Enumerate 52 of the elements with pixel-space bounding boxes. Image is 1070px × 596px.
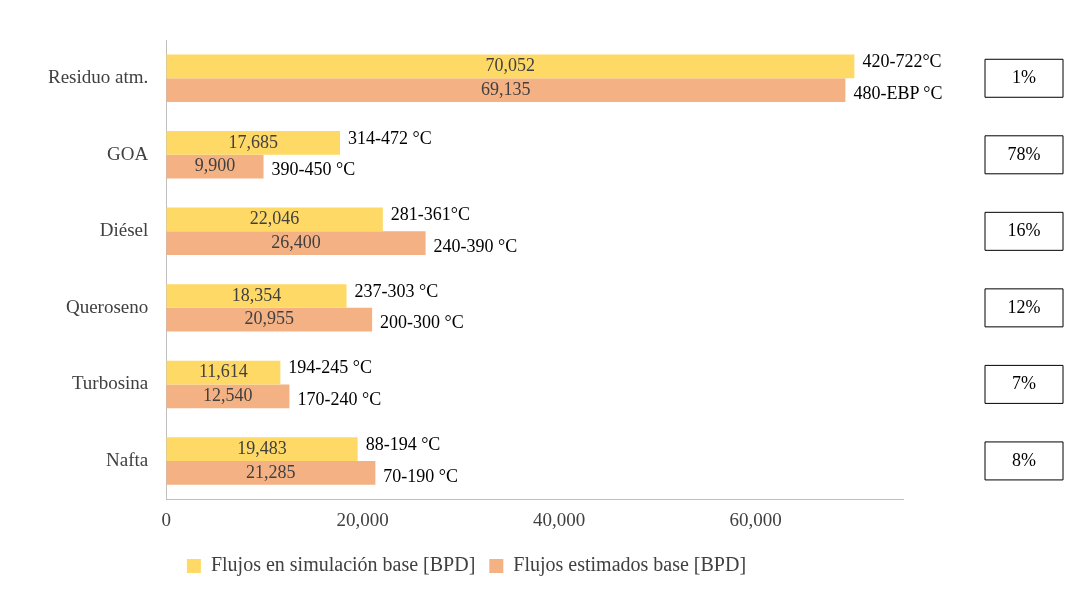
bar bbox=[166, 54, 855, 79]
text: 12% bbox=[1007, 296, 1041, 317]
y-tick-label: Queroseno bbox=[65, 295, 149, 317]
annotation: 281-361°C bbox=[390, 204, 471, 225]
text: 8% bbox=[1012, 449, 1036, 470]
text: 7% bbox=[1012, 373, 1036, 394]
bar bbox=[166, 207, 383, 232]
annotation: 170-240 °C bbox=[297, 389, 382, 409]
bar bbox=[166, 307, 373, 332]
data-label: 19,483 bbox=[237, 437, 287, 458]
y-tick-label: Nafta bbox=[106, 448, 149, 470]
bar bbox=[166, 78, 846, 102]
bar bbox=[166, 284, 347, 308]
text: 78% bbox=[1007, 143, 1041, 164]
y-tick-label: GOA bbox=[107, 142, 149, 164]
data-label: 18,354 bbox=[231, 284, 282, 305]
text: 1% bbox=[1012, 67, 1036, 87]
data-label: 26,400 bbox=[271, 231, 321, 252]
x-tick-label: 40,000 bbox=[533, 508, 586, 530]
x-tick-label: 60,000 bbox=[729, 508, 782, 530]
data-label: 20,955 bbox=[244, 308, 294, 329]
bar bbox=[166, 437, 358, 461]
annotation: 240-390 °C bbox=[433, 235, 518, 256]
legend-label: Flujos estimados base [BPD] bbox=[513, 553, 747, 577]
annotation: 314-472 °C bbox=[347, 127, 432, 148]
data-label: 21,285 bbox=[246, 461, 296, 482]
y-tick-label: Diésel bbox=[99, 219, 149, 241]
data-label: 11,614 bbox=[198, 361, 248, 382]
annotation: 88-194 °C bbox=[365, 433, 441, 454]
y-tick-label: Residuo atm. bbox=[47, 66, 149, 88]
bar bbox=[166, 131, 340, 155]
data-label: 69,135 bbox=[481, 78, 531, 99]
data-label: 9,900 bbox=[194, 155, 236, 176]
data-label: 17,685 bbox=[228, 131, 278, 152]
x-tick-label: 20,000 bbox=[336, 508, 389, 530]
annotation: 200-300 °C bbox=[380, 312, 464, 333]
bar bbox=[166, 460, 376, 485]
bar bbox=[166, 231, 426, 256]
data-label: 22,046 bbox=[249, 208, 300, 229]
data-label: 70,052 bbox=[485, 55, 536, 76]
text: 16% bbox=[1007, 220, 1041, 241]
legend-label: Flujos en simulación base [BPD] bbox=[210, 553, 476, 577]
annotation: 237-303 °C bbox=[354, 280, 439, 301]
annotation: 390-450 °C bbox=[271, 159, 356, 180]
data-label: 12,540 bbox=[203, 385, 253, 405]
annotation: 480-EBP °C bbox=[853, 82, 943, 103]
annotation: 420-722°C bbox=[862, 51, 942, 72]
annotation: 194-245 °C bbox=[288, 357, 373, 378]
x-tick-label: 0 bbox=[161, 508, 172, 530]
y-tick-label: Turbosina bbox=[71, 372, 149, 394]
bar bbox=[166, 384, 290, 409]
annotation: 70-190 °C bbox=[383, 465, 459, 486]
